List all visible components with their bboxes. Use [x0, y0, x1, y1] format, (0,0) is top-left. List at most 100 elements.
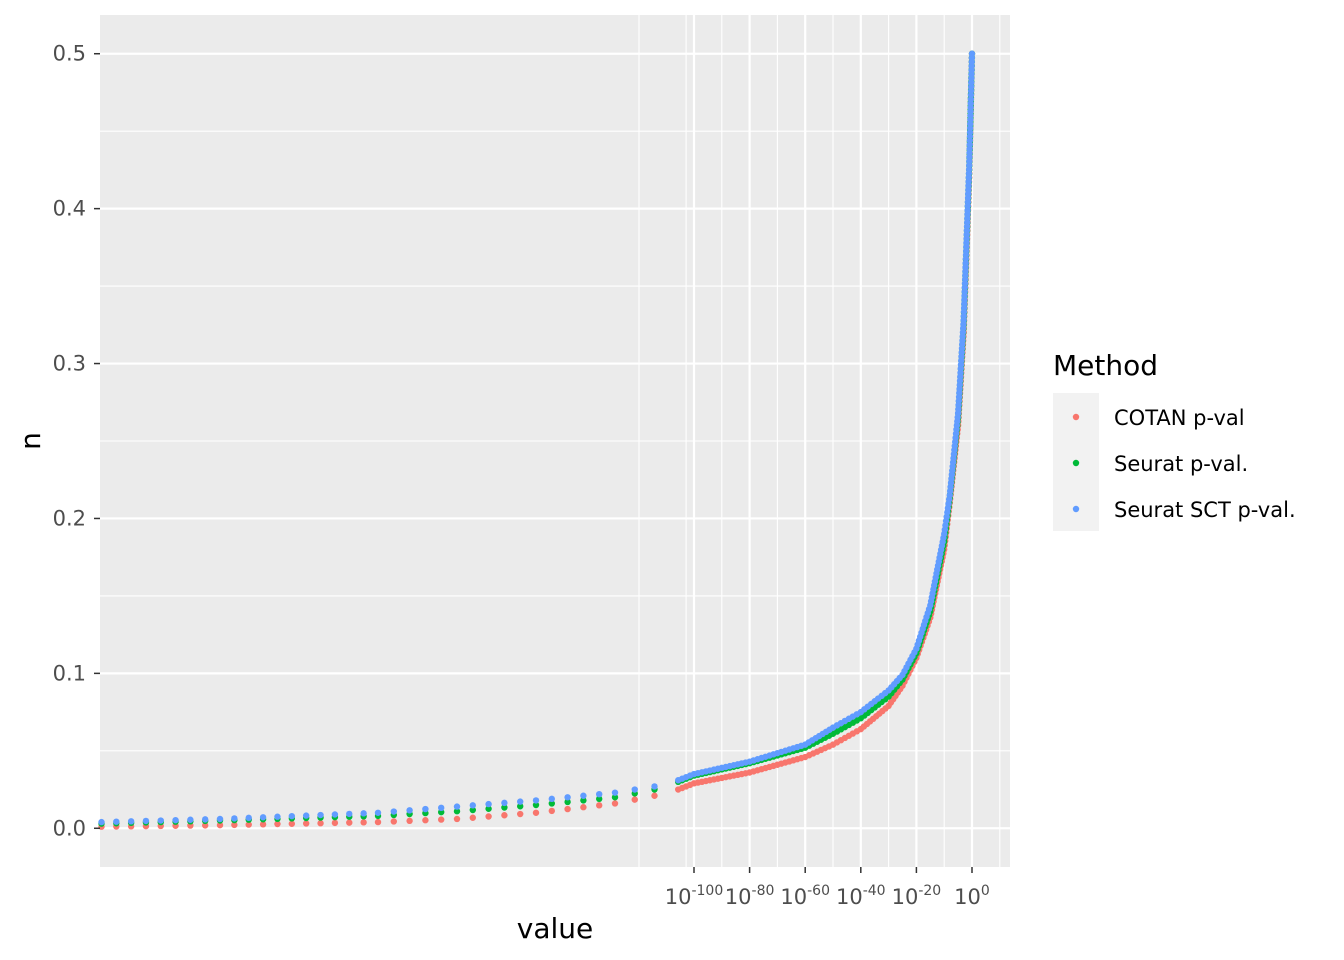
data-point — [517, 803, 524, 810]
data-point — [346, 810, 353, 818]
data-point — [469, 806, 476, 814]
legend-title: Method — [1053, 349, 1158, 382]
data-point — [548, 795, 555, 803]
data-point — [501, 812, 508, 819]
data-point — [517, 798, 524, 805]
data-point — [564, 794, 571, 801]
data-point — [651, 783, 658, 790]
data-point — [631, 786, 638, 793]
y-tick-labels: 0.0 0.1 0.2 0.3 0.4 0.5 — [53, 42, 100, 840]
data-point — [548, 800, 555, 807]
data-point — [564, 798, 571, 806]
data-point — [517, 810, 524, 818]
data-point — [580, 792, 587, 799]
data-point — [288, 820, 296, 827]
data-point — [422, 817, 429, 824]
data-point — [331, 811, 339, 818]
grid-major — [100, 15, 1010, 867]
data-point — [580, 804, 587, 811]
data-point — [564, 805, 571, 813]
x-tick-labels: 10-100 10-80 10-60 10-40 10-20 100 — [665, 867, 990, 909]
data-point — [651, 792, 658, 799]
data-point — [596, 790, 603, 798]
data-point — [485, 805, 492, 812]
data-point — [374, 818, 382, 826]
data-point — [596, 795, 603, 803]
y-tick-label: 0.4 — [53, 197, 86, 221]
legend-key-dot — [1072, 413, 1080, 421]
data-point — [438, 816, 445, 823]
data-point — [611, 800, 619, 807]
data-point — [360, 819, 367, 826]
data-point — [374, 809, 382, 816]
data-point — [331, 819, 339, 827]
legend-key-dot — [1072, 505, 1080, 513]
data-point — [580, 797, 587, 804]
data-point — [113, 818, 120, 825]
data-point — [259, 821, 267, 828]
y-tick-label: 0.2 — [53, 506, 86, 530]
data-point — [187, 816, 194, 823]
data-point — [317, 811, 324, 819]
data-point — [201, 822, 209, 829]
data-point — [469, 814, 476, 821]
x-tick-label: 10-60 — [780, 883, 830, 909]
data-point — [317, 820, 324, 827]
data-point — [611, 789, 619, 796]
data-point — [346, 819, 353, 826]
data-point — [360, 810, 367, 817]
y-tick-label: 0.1 — [53, 661, 86, 685]
x-tick-label: 10-80 — [725, 883, 775, 909]
legend: Method COTAN p-val Seurat p-val. Seurat SC… — [1053, 349, 1296, 531]
data-point — [438, 804, 445, 812]
legend-label: Seurat p-val. — [1114, 452, 1248, 476]
data-point — [288, 812, 296, 820]
data-point — [201, 816, 209, 823]
data-point — [259, 814, 267, 821]
data-point — [216, 821, 224, 829]
data-point — [453, 808, 461, 815]
data-point — [501, 804, 508, 811]
data-point — [501, 799, 508, 807]
data-point — [406, 817, 413, 825]
data-point — [390, 818, 397, 825]
data-point — [485, 813, 492, 820]
y-axis-title: n — [14, 432, 47, 450]
y-tick-label: 0.5 — [53, 42, 86, 66]
data-point — [631, 796, 638, 803]
data-point — [231, 821, 238, 829]
data-point — [532, 801, 540, 809]
data-point — [485, 800, 492, 808]
data-point — [422, 805, 429, 813]
data-point — [216, 815, 224, 823]
data-point — [548, 807, 555, 815]
data-point — [127, 818, 135, 825]
data-point — [532, 809, 540, 816]
data-point — [968, 50, 976, 57]
data-point — [157, 817, 164, 824]
data-point — [406, 807, 413, 814]
data-point — [469, 802, 476, 809]
y-tick-label: 0.3 — [53, 352, 86, 376]
data-point — [302, 820, 310, 827]
data-point — [142, 817, 150, 825]
data-point — [172, 816, 179, 824]
data-point — [302, 812, 310, 819]
data-point — [274, 813, 281, 820]
legend-label: Seurat SCT p-val. — [1114, 498, 1296, 522]
legend-key-dot — [1072, 459, 1080, 467]
data-point — [453, 803, 461, 810]
x-tick-label: 100 — [954, 883, 990, 909]
data-point — [596, 802, 603, 809]
legend-label: COTAN p-val — [1114, 406, 1245, 430]
data-point — [245, 821, 252, 828]
data-point — [390, 808, 397, 815]
x-tick-label: 10-20 — [892, 883, 942, 909]
x-tick-label: 10-100 — [665, 883, 724, 909]
data-point — [98, 818, 105, 826]
data-point — [532, 797, 540, 804]
data-point — [611, 794, 619, 801]
grid-minor — [100, 15, 1010, 867]
y-tick-label: 0.0 — [53, 816, 86, 840]
